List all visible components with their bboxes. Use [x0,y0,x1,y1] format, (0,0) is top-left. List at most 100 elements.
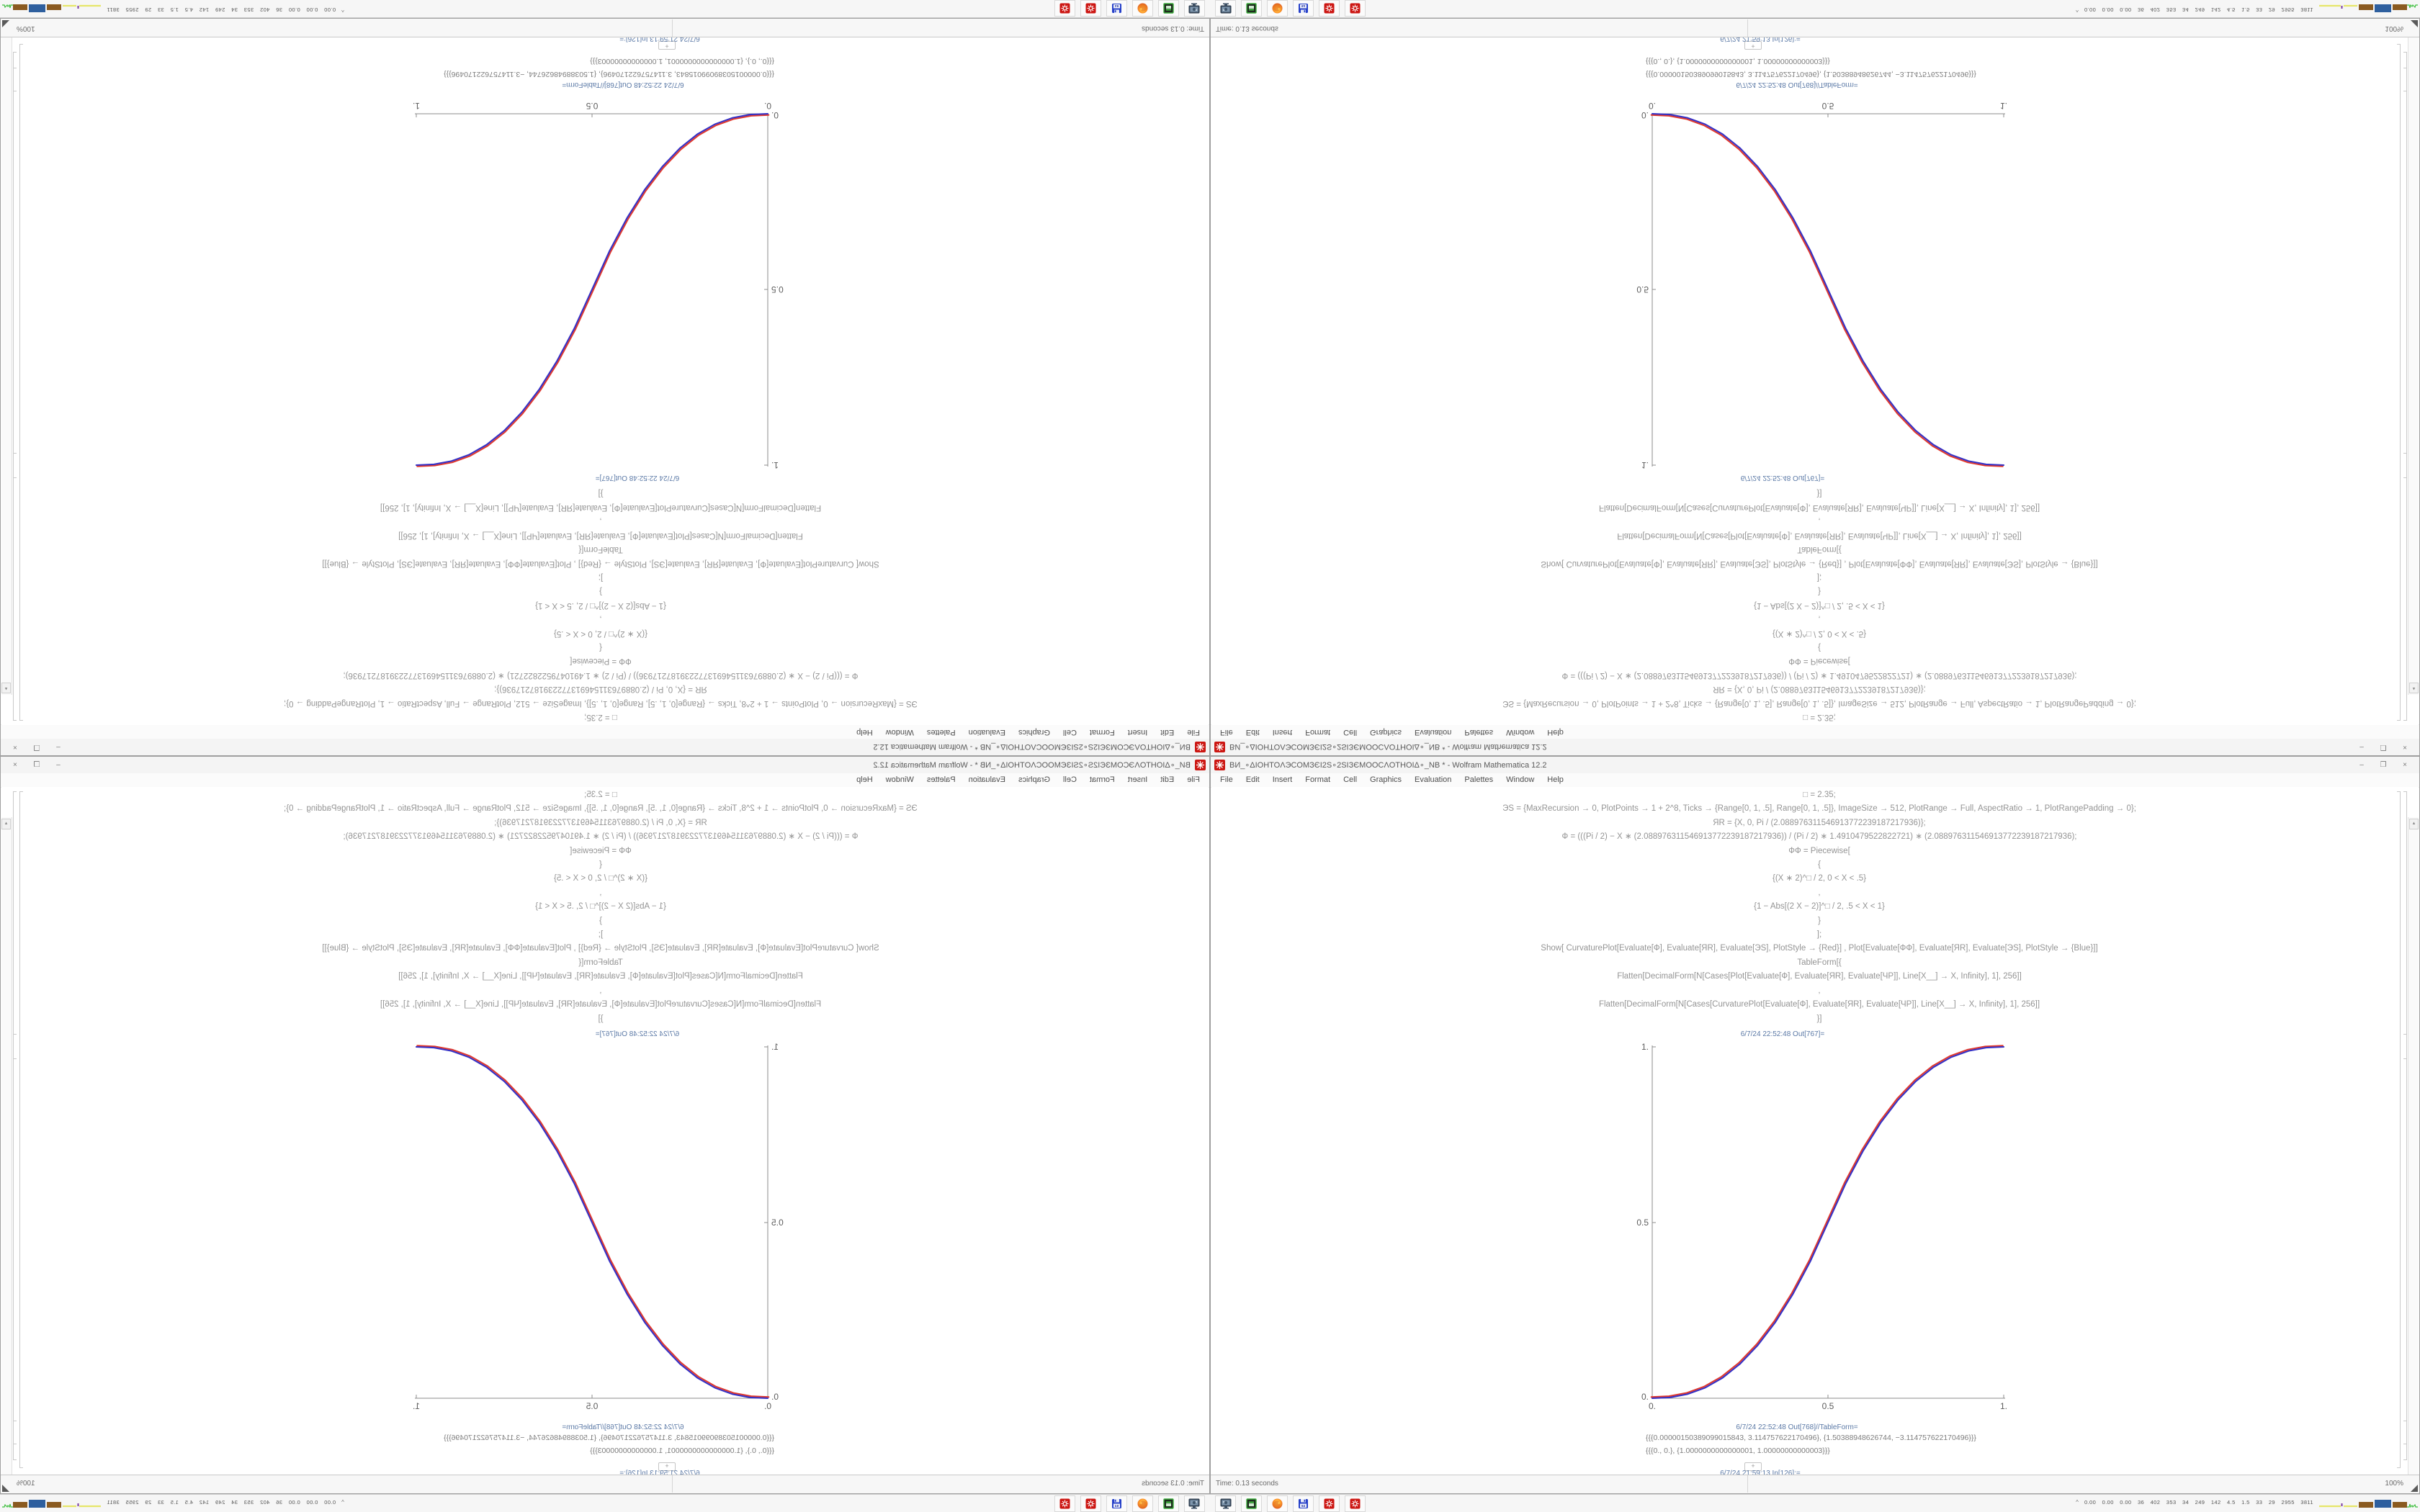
menu-insert[interactable]: Insert [1127,775,1148,784]
menu-help[interactable]: Help [1547,728,1564,737]
code-line[interactable]: }] [1816,1014,1822,1023]
code-line[interactable]: □ = 2.35; [584,791,617,799]
tray-expand-arrow[interactable]: ^ [341,6,344,13]
cell-group-bracket[interactable] [19,44,23,721]
code-line[interactable]: { [1818,860,1821,870]
code-line[interactable]: {1 − Abs[(2 X − 2)]^□ / 2, .5 < X < 1} [1754,600,1885,610]
code-line[interactable]: ]; [598,572,604,582]
menu-cell[interactable]: Cell [1062,775,1077,784]
tray-expand-arrow[interactable]: ^ [341,1499,344,1506]
menu-insert[interactable]: Insert [1272,775,1293,784]
code-line[interactable]: { [1818,642,1821,652]
scroll-up-arrow[interactable]: ▲ [2409,683,2419,693]
code-line[interactable]: { [599,642,602,652]
minimize-button[interactable]: – [56,743,60,751]
taskbar-button-firefox[interactable] [1132,1495,1153,1512]
code-line[interactable]: TableForm[{ [578,958,623,967]
menu-edit[interactable]: Edit [1245,775,1260,784]
menu-insert[interactable]: Insert [1127,728,1148,737]
table-output-cell-bracket[interactable] [13,1421,17,1460]
taskbar-button-firefox[interactable] [1267,0,1288,17]
input-cell-code[interactable]: □ = 2.35; ЭЅ = {MaxRecursion → 0, PlotPoi… [12,788,1190,1026]
code-line[interactable]: {1 − Abs[(2 X − 2)]^□ / 2, .5 < X < 1} [535,600,666,610]
taskbar-button-firefox[interactable] [1132,0,1153,17]
code-line[interactable]: TableForm[{ [1797,958,1842,967]
taskbar-button-mathematica-2[interactable] [1054,0,1075,17]
code-line[interactable]: ЭЅ = {MaxRecursion → 0, PlotPoints → 1 +… [1502,698,2136,708]
code-line[interactable]: Flatten[DecimalForm[N[Cases[CurvaturePlo… [380,1000,822,1009]
code-line[interactable]: Flatten[DecimalForm[N[Cases[Plot[Evaluat… [1617,972,2022,981]
code-line[interactable]: Show[ CurvaturePlot[Evaluate[Ф], Evaluat… [1541,944,2098,953]
taskbar-button-package-manager[interactable] [1241,0,1262,17]
menu-edit[interactable]: Edit [1160,728,1175,737]
code-line[interactable]: } [1818,916,1821,925]
tray-expand-arrow[interactable]: ^ [2076,1499,2079,1506]
minimize-button[interactable]: – [56,761,60,769]
code-line[interactable]: Flatten[DecimalForm[N[Cases[Plot[Evaluat… [398,972,803,981]
maximize-button[interactable]: ❐ [2380,743,2387,751]
maximize-button[interactable]: ❐ [33,761,40,769]
menu-palettes[interactable]: Palettes [926,775,956,784]
taskbar-button-system-monitor[interactable] [1215,0,1236,17]
title-bar[interactable]: ВИ_∘ΔIOHTOΛЭCOMЗЄI2Ѕ∘2ЅIЗЄMOOCΛOTHOIΔ∘_N… [1,738,1209,755]
menu-palettes[interactable]: Palettes [926,728,956,737]
code-line[interactable]: , [1818,986,1821,995]
menu-graphics[interactable]: Graphics [1018,775,1050,784]
code-line[interactable]: □ = 2.35; [1803,713,1836,721]
tray-expand-arrow[interactable]: ^ [2076,6,2079,13]
table-output-cell-bracket[interactable] [2403,52,2407,91]
menu-file[interactable]: File [1187,728,1200,737]
code-line[interactable]: {(X ∗ 2)^□ / 2, 0 < X < .5} [554,874,648,883]
code-line[interactable]: □ = 2.35; [1803,791,1836,799]
input-cell-bracket[interactable] [13,453,17,721]
code-line[interactable]: ФФ = Piecewise[ [1788,846,1850,855]
resize-grip[interactable] [2411,20,2418,27]
input-cell-code[interactable]: □ = 2.35; ЭЅ = {MaxRecursion → 0, PlotPoi… [12,486,1190,724]
menu-help[interactable]: Help [856,728,873,737]
code-line[interactable]: { [599,860,602,870]
minimize-button[interactable]: – [2360,761,2364,769]
cell-group-bracket[interactable] [2397,44,2401,721]
code-line[interactable]: ФФ = Piecewise[ [1788,657,1850,666]
taskbar-button-mathematica-1[interactable] [1319,0,1340,17]
code-line[interactable]: Ф = (((Pi / 2) − X ∗ (2.0889763115469137… [1561,832,2077,842]
vertical-scrollbar[interactable]: ▲ [1,35,12,695]
taskbar-button-mathematica-2[interactable] [1054,1495,1075,1512]
code-line[interactable]: Flatten[DecimalForm[N[Cases[CurvaturePlo… [1598,1000,2040,1009]
minimize-button[interactable]: – [2360,743,2364,751]
code-line[interactable]: ЭЅ = {MaxRecursion → 0, PlotPoints → 1 +… [284,804,918,814]
taskbar-button-mathematica-1[interactable] [1080,0,1101,17]
taskbar-button-system-monitor[interactable] [1215,1495,1236,1512]
code-line[interactable]: {(X ∗ 2)^□ / 2, 0 < X < .5} [554,629,648,638]
code-line[interactable]: , [1818,615,1821,624]
code-line[interactable]: {(X ∗ 2)^□ / 2, 0 < X < .5} [1772,629,1866,638]
menu-edit[interactable]: Edit [1245,728,1260,737]
taskbar-button-installer-64[interactable]: 64 [1106,0,1127,17]
menu-help[interactable]: Help [1547,775,1564,784]
taskbar-button-package-manager[interactable] [1241,1495,1262,1512]
taskbar-button-installer-64[interactable]: 64 [1293,0,1314,17]
menu-cell[interactable]: Cell [1062,728,1077,737]
taskbar-button-package-manager[interactable] [1158,0,1179,17]
scroll-up-arrow[interactable]: ▲ [1,683,11,693]
menu-format[interactable]: Format [1089,775,1115,784]
code-line[interactable]: Show[ CurvaturePlot[Evaluate[Ф], Evaluat… [322,944,879,953]
code-line[interactable]: Ф = (((Pi / 2) − X ∗ (2.0889763115469137… [343,832,859,842]
input-cell-code[interactable]: □ = 2.35; ЭЅ = {MaxRecursion → 0, PlotPoi… [1230,788,2408,1026]
vertical-scrollbar[interactable]: ▲ [1,817,12,1477]
code-line[interactable]: {(X ∗ 2)^□ / 2, 0 < X < .5} [1772,874,1866,883]
maximize-button[interactable]: ❐ [33,743,40,751]
input-cell-bracket[interactable] [2403,791,2407,1059]
taskbar-button-mathematica-2[interactable] [1345,0,1366,17]
code-line[interactable]: {1 − Abs[(2 X − 2)]^□ / 2, .5 < X < 1} [535,902,666,912]
menu-cell[interactable]: Cell [1343,775,1358,784]
menu-edit[interactable]: Edit [1160,775,1175,784]
resize-grip[interactable] [2,20,9,27]
menu-format[interactable]: Format [1305,728,1331,737]
input-cell-bracket[interactable] [2403,453,2407,721]
menu-graphics[interactable]: Graphics [1370,775,1402,784]
taskbar-button-system-monitor[interactable] [1184,1495,1205,1512]
menu-window[interactable]: Window [885,728,914,737]
code-line[interactable]: Show[ CurvaturePlot[Evaluate[Ф], Evaluat… [1541,559,2098,568]
taskbar-button-system-monitor[interactable] [1184,0,1205,17]
